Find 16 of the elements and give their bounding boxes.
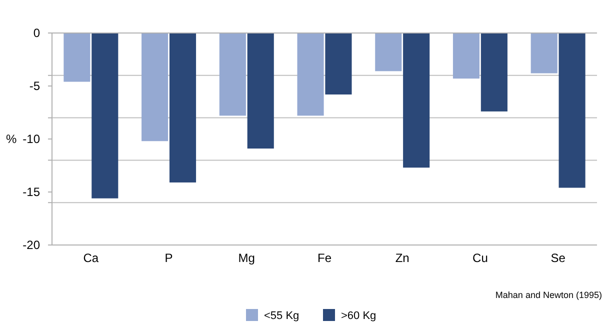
legend-label: >60 Kg: [341, 310, 376, 322]
x-tick-label: P: [164, 251, 173, 265]
y-tick-label: 0: [33, 26, 40, 40]
text: Mahan and Newton (1995): [495, 290, 602, 300]
x-tick-label: Se: [550, 251, 566, 265]
y-tick-label: -20: [22, 238, 40, 252]
x-tick-label: Ca: [83, 251, 99, 265]
y-axis-title: %: [6, 132, 17, 146]
y-tick-label: -10: [22, 132, 40, 146]
legend-label: <55 Kg: [264, 310, 300, 322]
x-tick-label: Mg: [238, 251, 255, 265]
x-tick-label: Zn: [395, 251, 410, 265]
x-tick-label: Fe: [317, 251, 332, 265]
x-tick-label: Cu: [472, 251, 488, 265]
y-tick-label: -5: [29, 79, 40, 94]
y-tick-label: -15: [22, 185, 40, 200]
